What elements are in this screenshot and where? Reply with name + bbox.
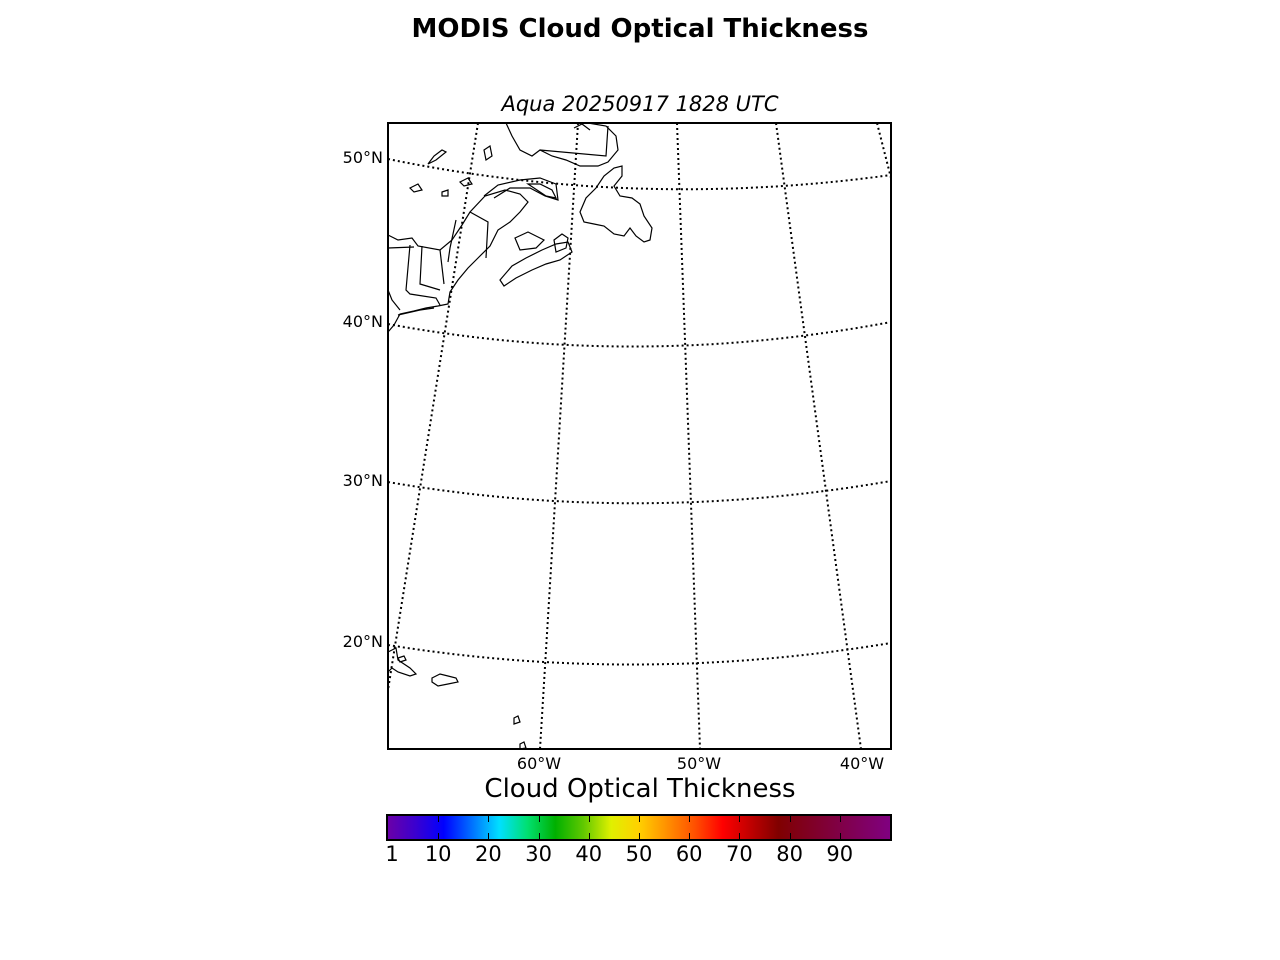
map-frame [387, 122, 892, 750]
us-coast [388, 189, 529, 333]
colorbar-tick-label: 20 [475, 842, 502, 866]
lon-label-50w: 50°W [676, 754, 722, 773]
parallel-30n [388, 480, 891, 505]
colorbar-tick-label: 30 [525, 842, 552, 866]
colorbar-tick [588, 833, 590, 839]
meridian-40w [775, 123, 862, 749]
nova-scotia [499, 241, 573, 287]
lat-label-20n: 20°N [342, 632, 383, 651]
colorbar-tick-label: 80 [776, 842, 803, 866]
parallel-20n [388, 642, 891, 666]
colorbar-tick-label: 40 [575, 842, 603, 866]
colorbar-tick [839, 816, 841, 822]
colorbar-tick [839, 833, 841, 839]
colorbar-tick [789, 833, 791, 839]
colorbar-tick [639, 816, 640, 822]
colorbar-tick [488, 833, 490, 839]
colorbar-title: Cloud Optical Thickness [484, 774, 796, 804]
colorbar-tick [689, 816, 691, 822]
bahamas [388, 647, 418, 677]
colorbar-tick-label: 50 [625, 842, 653, 866]
colorbar-tick [488, 816, 490, 822]
colorbar-tick [438, 833, 440, 839]
colorbar-tick [538, 816, 540, 822]
hispaniola [431, 673, 459, 687]
figure-title: MODIS Cloud Optical Thickness [411, 14, 869, 44]
lon-label-60w: 60°W [516, 754, 562, 773]
colorbar-tick [639, 833, 640, 839]
lat-label-30n: 30°N [342, 471, 383, 490]
colorbar [386, 814, 892, 841]
colorbar-tick [538, 833, 540, 839]
colorbar-tick-label: 10 [424, 842, 452, 866]
parallel-40n [388, 321, 891, 348]
colorbar-tick-label: 70 [726, 842, 753, 866]
lat-label-50n: 50°N [342, 148, 383, 167]
coastlines [388, 123, 653, 749]
colorbar-tick [789, 816, 791, 822]
colorbar-tick-label: 60 [675, 842, 703, 866]
lon-label-40w: 40°W [839, 754, 885, 773]
colorbar-tick [689, 833, 691, 839]
colorbar-tick-label: 90 [826, 842, 854, 866]
lat-label-40n: 40°N [342, 312, 383, 331]
meridian-70w [388, 123, 479, 691]
newfoundland [579, 165, 653, 243]
colorbar-tick [588, 816, 590, 822]
colorbar-tick [739, 816, 741, 822]
colorbar-tick [438, 816, 440, 822]
colorbar-tick [739, 833, 741, 839]
labrador-coast [505, 123, 619, 167]
parallel-50n [388, 158, 891, 191]
colorbar-tick-label: 1 [385, 842, 399, 866]
figure-subtitle: Aqua 20250917 1828 UTC [501, 92, 779, 116]
